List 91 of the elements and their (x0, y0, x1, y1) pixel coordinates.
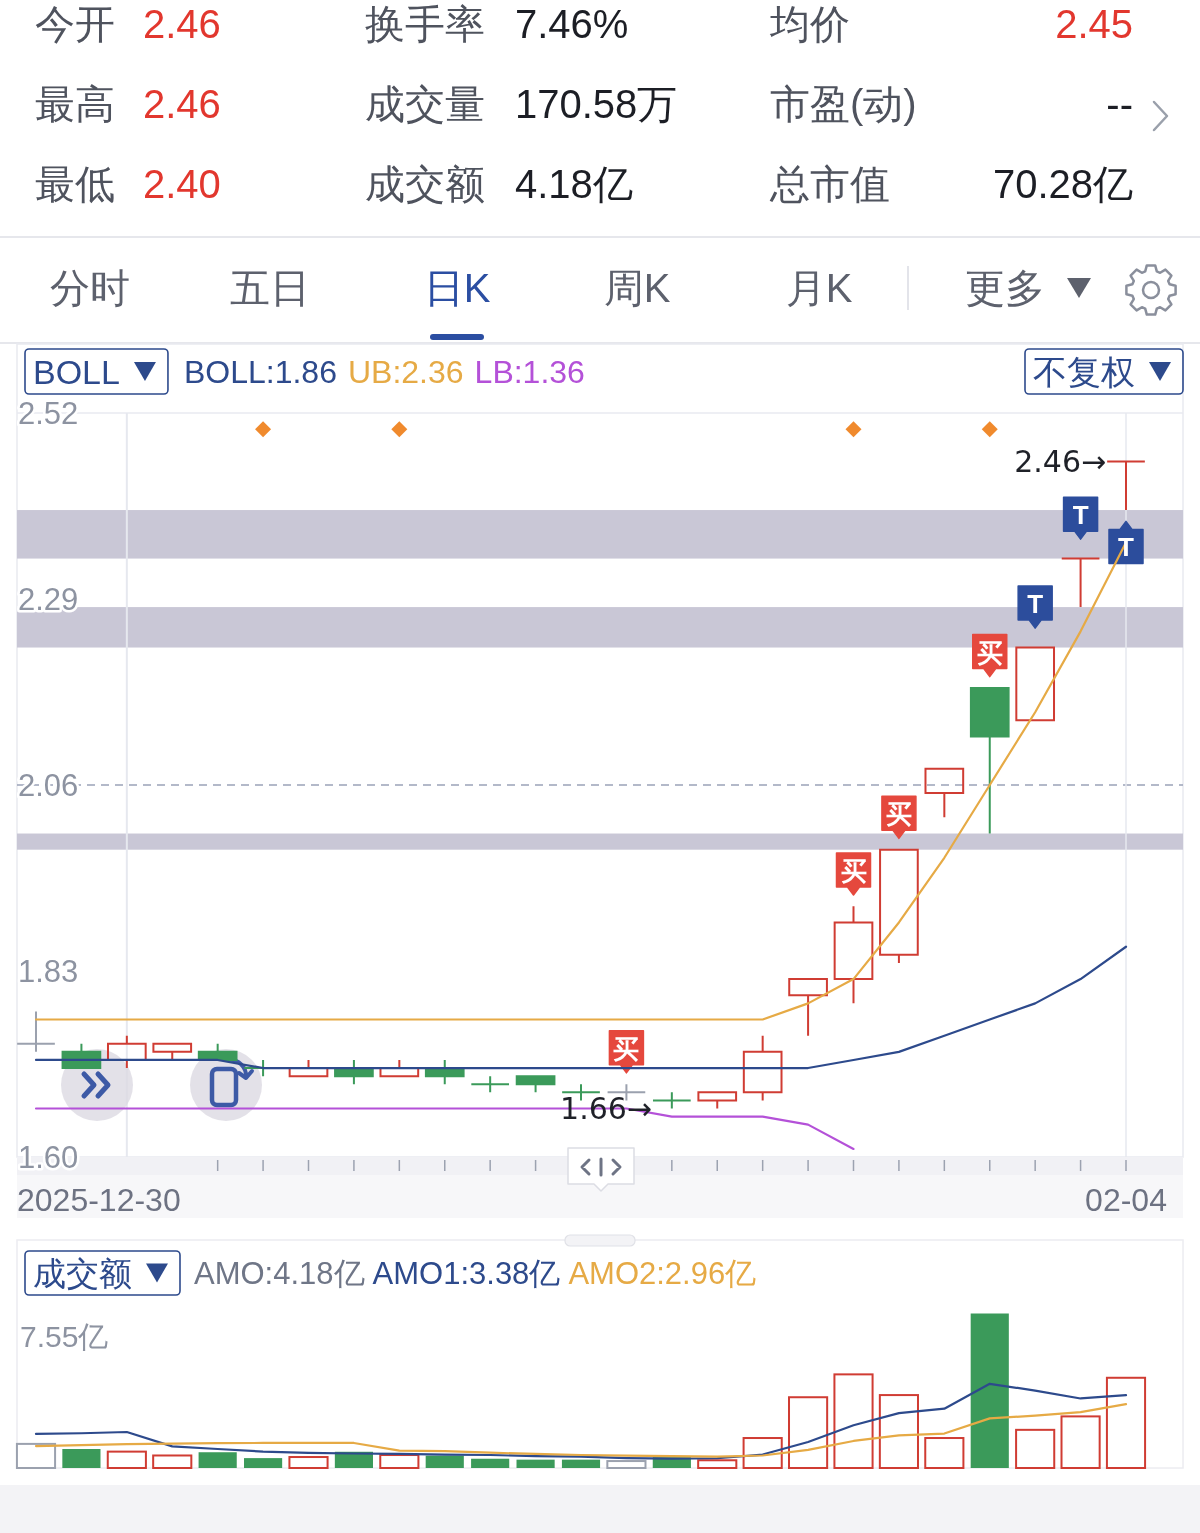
text: 4.18亿 (515, 162, 633, 206)
text: 五日 (230, 266, 310, 310)
text: 日K (423, 266, 491, 310)
text: UB:2.36 (347, 353, 464, 390)
series-label: T (1027, 589, 1044, 620)
bar (697, 1459, 738, 1470)
bar (152, 1454, 193, 1469)
text: 成交额 (365, 162, 485, 206)
text: 周K (603, 266, 671, 310)
bar (244, 1458, 283, 1468)
bar (106, 1450, 147, 1469)
bar (788, 1396, 829, 1469)
candlestick (470, 1075, 511, 1094)
y-tick-label: 1.60 (18, 1139, 79, 1175)
bar (198, 1452, 237, 1468)
text: 买 (885, 799, 912, 830)
text: 市盈(动) (770, 82, 917, 126)
annotation: 7.55亿 (20, 1319, 109, 1353)
text: 今开 (35, 2, 115, 46)
text: 170.58万 (515, 82, 678, 126)
y-tick-label: 1.83 (18, 953, 79, 989)
text: 2.45 (1055, 2, 1133, 46)
candlestick (515, 1075, 556, 1094)
bar (288, 1456, 329, 1469)
bar (471, 1458, 510, 1468)
point (255, 421, 272, 438)
series-label: 买 (613, 1033, 640, 1064)
bar (878, 1394, 919, 1469)
bar (15, 1442, 57, 1469)
candlestick (742, 1034, 783, 1102)
bar (970, 1313, 1009, 1468)
text: -- (1106, 82, 1133, 126)
candlestick (879, 848, 919, 964)
bar (742, 1437, 783, 1469)
bar (561, 1459, 601, 1468)
candlestick (1015, 646, 1056, 722)
text: 分时 (50, 266, 130, 310)
candlestick (651, 1091, 692, 1110)
candlestick (833, 905, 874, 1005)
bar (606, 1460, 647, 1469)
point (391, 421, 408, 438)
text: 最高 (35, 82, 115, 126)
bar (833, 1373, 874, 1469)
bar (379, 1454, 420, 1469)
text: 月K (785, 266, 853, 310)
text: 2025-12-30 (17, 1182, 181, 1218)
bar (924, 1437, 965, 1469)
text: 成交量 (365, 82, 485, 126)
y-tick-label: 2.29 (18, 581, 79, 617)
dropdown: 不复权 (1024, 348, 1184, 395)
candlestick (197, 1042, 238, 1061)
text: AMO2:2.96亿 (568, 1255, 757, 1291)
point (845, 421, 862, 438)
candlestick (152, 1042, 193, 1061)
candlestick (969, 686, 1010, 835)
y-tick-label: 2.06 (18, 767, 79, 803)
text: 2.46 (143, 2, 221, 46)
text: AMO:4.18亿 (194, 1255, 365, 1291)
text: 总市值 (769, 162, 890, 206)
y-tick-label: 2.52 (18, 395, 79, 431)
x-tick-label: 02-04 (1085, 1182, 1167, 1218)
candlestick (697, 1091, 738, 1110)
text: T (1072, 500, 1089, 531)
bar (516, 1459, 555, 1468)
text: AMO1:3.38亿 (372, 1255, 561, 1291)
text: LB:1.36 (474, 353, 585, 390)
annotation: 2.46→ (1014, 444, 1107, 480)
text: 2.40 (143, 162, 221, 206)
text: 更多 (965, 266, 1045, 310)
text: 2.46 (143, 82, 221, 126)
bar (1105, 1376, 1147, 1469)
text: 换手率 (365, 2, 485, 46)
candlestick (924, 767, 965, 819)
bar (425, 1455, 464, 1468)
dropdown: 成交额 (24, 1250, 181, 1296)
text: 最低 (35, 162, 115, 206)
text: 均价 (769, 2, 850, 46)
legend-label: BOLL:1.86 (183, 353, 337, 390)
candlestick (16, 1010, 56, 1053)
dropdown: BOLL (24, 348, 169, 395)
bar (1060, 1415, 1101, 1469)
text: 70.28亿 (992, 162, 1133, 206)
bar (1015, 1428, 1056, 1469)
text: 买 (976, 637, 1003, 668)
point (981, 421, 998, 438)
text: 7.46% (515, 2, 629, 46)
candlestick (1060, 557, 1101, 609)
candlestick (1106, 460, 1146, 512)
candlestick (788, 978, 828, 1037)
bar (62, 1449, 101, 1468)
text: 买 (840, 855, 867, 886)
